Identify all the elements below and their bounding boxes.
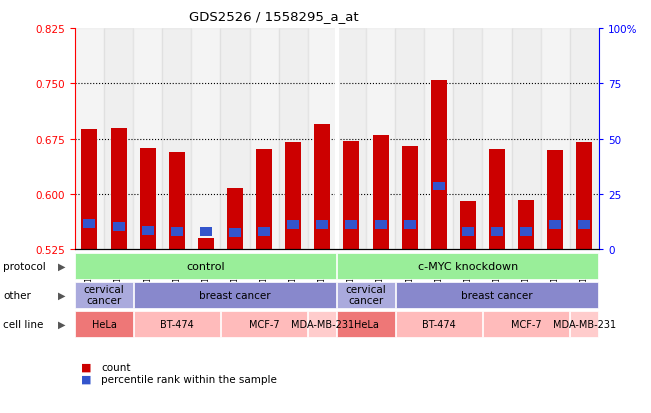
Bar	[221, 29, 249, 250]
Bar	[462, 228, 474, 237]
Bar	[431, 81, 447, 250]
FancyBboxPatch shape	[483, 311, 569, 337]
FancyBboxPatch shape	[337, 282, 395, 308]
Bar	[171, 228, 183, 237]
FancyBboxPatch shape	[221, 311, 307, 337]
FancyBboxPatch shape	[133, 311, 220, 337]
Bar	[75, 29, 104, 250]
FancyBboxPatch shape	[76, 311, 133, 337]
Text: BT-474: BT-474	[160, 319, 193, 329]
Text: breast cancer: breast cancer	[199, 290, 271, 300]
Text: ▶: ▶	[58, 261, 66, 271]
Bar	[482, 29, 512, 250]
Bar	[316, 221, 328, 229]
Bar	[570, 29, 599, 250]
Bar	[491, 228, 503, 237]
Bar	[162, 29, 191, 250]
Bar	[404, 221, 416, 229]
Bar	[285, 143, 301, 250]
Bar	[258, 228, 270, 237]
Bar	[547, 150, 563, 250]
Text: protocol: protocol	[3, 261, 46, 271]
Text: ■: ■	[81, 374, 92, 384]
Bar	[227, 189, 243, 250]
Bar	[287, 221, 299, 229]
FancyBboxPatch shape	[337, 253, 598, 279]
Bar	[366, 29, 395, 250]
FancyBboxPatch shape	[570, 311, 598, 337]
Bar	[549, 221, 561, 229]
FancyBboxPatch shape	[76, 253, 337, 279]
Text: ▶: ▶	[58, 319, 66, 329]
Bar	[541, 29, 570, 250]
Text: MCF-7: MCF-7	[249, 319, 279, 329]
Bar	[140, 148, 156, 250]
Text: cervical
cancer: cervical cancer	[83, 284, 124, 306]
Text: percentile rank within the sample: percentile rank within the sample	[101, 374, 277, 384]
Bar	[489, 150, 505, 250]
Bar	[576, 143, 592, 250]
Text: c-MYC knockdown: c-MYC knockdown	[418, 261, 518, 271]
Bar	[314, 125, 330, 250]
Bar	[402, 147, 418, 250]
Bar	[424, 29, 453, 250]
Bar	[374, 221, 387, 229]
Bar	[198, 239, 214, 250]
Text: GDS2526 / 1558295_a_at: GDS2526 / 1558295_a_at	[189, 10, 358, 23]
Bar	[512, 29, 541, 250]
Bar	[249, 29, 279, 250]
Text: other: other	[3, 290, 31, 300]
Bar	[520, 228, 532, 237]
Bar	[256, 150, 272, 250]
Bar	[518, 201, 534, 250]
Bar	[433, 182, 445, 191]
Bar	[346, 221, 357, 229]
Text: breast cancer: breast cancer	[461, 290, 533, 300]
Text: control: control	[187, 261, 225, 271]
FancyBboxPatch shape	[396, 311, 482, 337]
Bar	[104, 29, 133, 250]
Bar	[308, 29, 337, 250]
Text: MDA-MB-231: MDA-MB-231	[553, 319, 616, 329]
Bar	[279, 29, 308, 250]
Text: ▶: ▶	[58, 290, 66, 300]
Text: ■: ■	[81, 362, 92, 372]
Bar	[83, 220, 96, 228]
FancyBboxPatch shape	[76, 282, 133, 308]
Bar	[200, 228, 212, 237]
Bar	[133, 29, 162, 250]
Text: MDA-MB-231: MDA-MB-231	[291, 319, 354, 329]
Text: HeLa: HeLa	[92, 319, 117, 329]
Text: count: count	[101, 362, 130, 372]
FancyBboxPatch shape	[309, 311, 337, 337]
Text: MCF-7: MCF-7	[511, 319, 542, 329]
Bar	[344, 142, 359, 250]
Bar	[372, 136, 389, 250]
Bar	[169, 153, 185, 250]
Bar	[337, 29, 366, 250]
FancyBboxPatch shape	[133, 282, 337, 308]
Text: BT-474: BT-474	[422, 319, 456, 329]
FancyBboxPatch shape	[337, 311, 395, 337]
Bar	[460, 202, 476, 250]
FancyBboxPatch shape	[396, 282, 598, 308]
Bar	[578, 221, 590, 229]
Text: HeLa: HeLa	[353, 319, 378, 329]
Bar	[113, 223, 124, 231]
Bar	[81, 130, 98, 250]
Bar	[111, 128, 126, 250]
Bar	[142, 226, 154, 235]
Bar	[229, 228, 241, 237]
Bar	[395, 29, 424, 250]
Text: cervical
cancer: cervical cancer	[346, 284, 387, 306]
Bar	[191, 29, 221, 250]
Text: cell line: cell line	[3, 319, 44, 329]
Bar	[453, 29, 482, 250]
